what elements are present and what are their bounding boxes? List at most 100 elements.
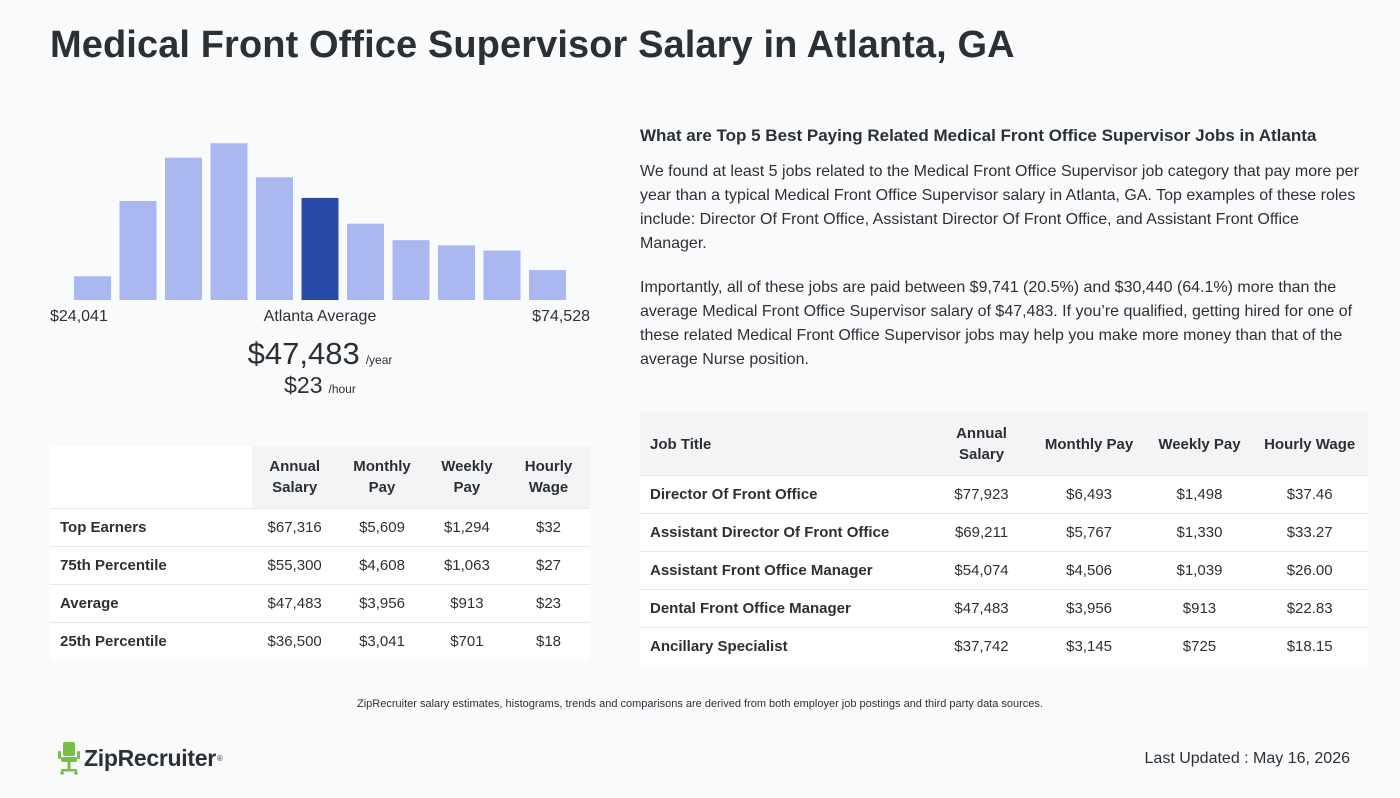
job-row: Director Of Front Office $77,923 $6,493 … [640, 475, 1368, 514]
percentile-monthly: $3,041 [337, 622, 427, 660]
job-hourly: $18.15 [1251, 627, 1368, 665]
header-monthly-pay: Monthly Pay [1030, 413, 1148, 476]
job-weekly: $1,039 [1147, 551, 1252, 590]
job-monthly: $3,145 [1030, 627, 1148, 665]
histogram-bar [438, 245, 475, 300]
histogram-bar [347, 223, 384, 300]
annual-salary-value: $47,483 [247, 336, 360, 371]
header-hourly-wage: Hourly Wage [1251, 413, 1368, 476]
histogram-bar [210, 143, 248, 300]
data-source-footnote: ZipRecruiter salary estimates, histogram… [357, 698, 1043, 710]
percentile-weekly: $1,294 [426, 508, 507, 547]
job-hourly: $26.00 [1251, 551, 1368, 590]
average-annual-salary: $47,483/year [50, 336, 590, 372]
job-hourly: $22.83 [1251, 589, 1368, 628]
percentile-row: 25th Percentile $36,500 $3,041 $701 $18 [50, 622, 590, 660]
histogram-bar [119, 201, 157, 300]
histogram-bar [74, 276, 111, 300]
percentile-annual: $55,300 [252, 546, 338, 585]
histogram-bar-average [301, 197, 339, 300]
job-monthly: $5,767 [1030, 513, 1148, 552]
job-weekly: $1,498 [1147, 475, 1252, 514]
percentile-label: 25th Percentile [50, 622, 253, 660]
job-title: Dental Front Office Manager [640, 589, 933, 628]
header-weekly-pay: Weekly Pay [426, 446, 507, 509]
header-job-title: Job Title [640, 413, 933, 476]
percentile-hourly: $27 [507, 546, 590, 585]
salary-histogram: $24,041 Atlanta Average $74,528 $47,483/… [50, 120, 590, 420]
header-weekly-pay: Weekly Pay [1147, 413, 1252, 476]
percentile-hourly: $32 [507, 508, 590, 547]
percentile-monthly: $4,608 [337, 546, 427, 585]
job-title: Ancillary Specialist [640, 627, 933, 665]
percentile-row: Average $47,483 $3,956 $913 $23 [50, 584, 590, 623]
histogram-bar [165, 157, 202, 300]
histogram-max-label: $74,528 [532, 308, 590, 325]
chair-icon [58, 742, 80, 775]
job-weekly: $725 [1147, 627, 1252, 665]
percentile-monthly: $3,956 [337, 584, 427, 623]
histogram-min-label: $24,041 [50, 308, 108, 325]
header-hourly-wage: Hourly Wage [507, 446, 590, 509]
histogram-bar [256, 177, 293, 300]
job-weekly: $1,330 [1147, 513, 1252, 552]
percentile-row: 75th Percentile $55,300 $4,608 $1,063 $2… [50, 546, 590, 585]
registered-mark: ® [216, 753, 223, 763]
percentile-weekly: $701 [426, 622, 507, 660]
percentile-annual: $47,483 [252, 584, 338, 623]
percentile-hourly: $18 [507, 622, 590, 660]
job-weekly: $913 [1147, 589, 1252, 628]
related-jobs-paragraph-2: Importantly, all of these jobs are paid … [640, 279, 1353, 368]
related-jobs-heading: What are Top 5 Best Paying Related Medic… [640, 126, 1317, 145]
job-row: Dental Front Office Manager $47,483 $3,9… [640, 589, 1368, 628]
header-blank [50, 446, 253, 509]
percentile-label: Top Earners [50, 508, 253, 547]
hourly-wage-value: $23 [284, 372, 323, 398]
job-annual: $47,483 [932, 589, 1031, 628]
percentile-hourly: $23 [507, 584, 590, 623]
percentile-row: Top Earners $67,316 $5,609 $1,294 $32 [50, 508, 590, 547]
job-row: Assistant Front Office Manager $54,074 $… [640, 551, 1368, 590]
job-hourly: $37.46 [1251, 475, 1368, 514]
jobs-table-header: Job Title Annual Salary Monthly Pay Week… [640, 413, 1368, 476]
job-title: Assistant Front Office Manager [640, 551, 933, 590]
job-hourly: $33.27 [1251, 513, 1368, 552]
ziprecruiter-logo[interactable]: ZipRecruiter ® [58, 740, 223, 776]
job-title: Director Of Front Office [640, 475, 933, 514]
histogram-average-label: Atlanta Average [263, 308, 377, 325]
percentile-annual: $67,316 [252, 508, 338, 547]
job-annual: $69,211 [932, 513, 1031, 552]
percentile-label: Average [50, 584, 253, 623]
percentile-weekly: $1,063 [426, 546, 507, 585]
job-annual: $37,742 [932, 627, 1031, 665]
header-monthly-pay: Monthly Pay [337, 446, 427, 509]
percentile-annual: $36,500 [252, 622, 338, 660]
hourly-unit: /hour [328, 382, 356, 396]
histogram-bar [483, 250, 521, 300]
percentile-label: 75th Percentile [50, 546, 253, 585]
job-monthly: $6,493 [1030, 475, 1148, 514]
percentile-table: Annual Salary Monthly Pay Weekly Pay Hou… [50, 446, 590, 660]
header-annual-salary: Annual Salary [932, 413, 1031, 476]
last-updated: Last Updated : May 16, 2026 [1144, 750, 1350, 767]
percentile-monthly: $5,609 [337, 508, 427, 547]
job-annual: $77,923 [932, 475, 1031, 514]
page-title: Medical Front Office Supervisor Salary i… [50, 24, 1015, 66]
job-monthly: $4,506 [1030, 551, 1148, 590]
job-row: Ancillary Specialist $37,742 $3,145 $725… [640, 627, 1368, 665]
job-title: Assistant Director Of Front Office [640, 513, 933, 552]
job-row: Assistant Director Of Front Office $69,2… [640, 513, 1368, 552]
annual-unit: /year [365, 353, 393, 367]
histogram-bar [529, 270, 566, 300]
percentile-table-header: Annual Salary Monthly Pay Weekly Pay Hou… [50, 446, 590, 509]
histogram-chart [74, 143, 566, 300]
job-annual: $54,074 [932, 551, 1031, 590]
related-jobs-paragraph-1: We found at least 5 jobs related to the … [640, 163, 1359, 252]
percentile-weekly: $913 [426, 584, 507, 623]
average-hourly-wage: $23/hour [50, 372, 590, 399]
related-jobs-table: Job Title Annual Salary Monthly Pay Week… [640, 413, 1368, 665]
header-annual-salary: Annual Salary [252, 446, 338, 509]
logo-text: ZipRecruiter [84, 744, 216, 771]
histogram-bar [392, 240, 430, 300]
job-monthly: $3,956 [1030, 589, 1148, 628]
